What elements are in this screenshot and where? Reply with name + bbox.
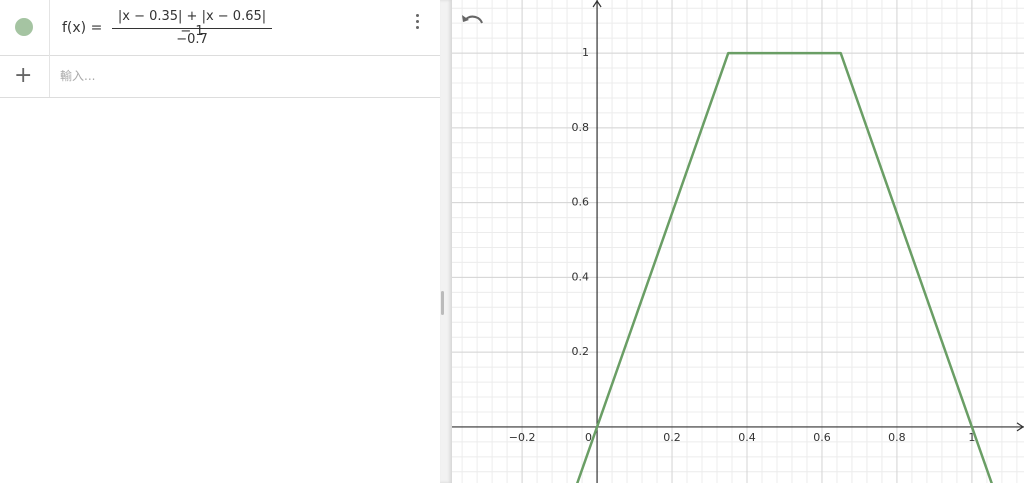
item-menu[interactable]	[411, 12, 425, 32]
y-tick-label: 0.4	[572, 270, 590, 283]
function-graph	[576, 51, 993, 483]
y-axis-arrow	[592, 0, 602, 8]
undo-button[interactable]	[462, 15, 483, 24]
x-axis-arrow	[1016, 422, 1024, 432]
y-tick-label: 0.2	[572, 345, 590, 358]
y-tick-label: 0.6	[572, 196, 590, 209]
input-bar[interactable]: 輸入...	[60, 69, 96, 83]
fraction-denominator: −0.7	[176, 32, 208, 47]
x-tick-label: 0.2	[663, 431, 681, 444]
graphics-view: −0.2 0 0.2 0.4 0.6 0.8 1 0.2 0.4 0.6 0.8 1	[452, 0, 1024, 483]
row-divider	[0, 55, 440, 56]
x-tick-label: 0.8	[888, 431, 906, 444]
panel-splitter[interactable]	[440, 0, 452, 483]
x-tick-label: 0	[585, 431, 592, 444]
algebra-panel: f(x) = |x − 0.35| + |x − 0.65| − 1 −0.7 …	[0, 0, 440, 483]
x-tick-label: 0.6	[813, 431, 831, 444]
function-lhs: f(x) =	[62, 20, 103, 36]
x-tick-label: 1	[968, 431, 975, 444]
x-tick-label: 0.4	[738, 431, 756, 444]
column-divider	[49, 0, 50, 97]
visibility-toggle[interactable]	[15, 18, 33, 36]
add-item-button[interactable]: +	[14, 63, 33, 88]
y-tick-label: 1	[582, 46, 589, 59]
y-tick-label: 0.8	[572, 121, 590, 134]
row-divider	[0, 97, 440, 98]
fraction-bar	[112, 28, 272, 29]
fraction-numerator: |x − 0.35| + |x − 0.65| − 1	[117, 9, 267, 39]
x-tick-label: −0.2	[509, 431, 536, 444]
